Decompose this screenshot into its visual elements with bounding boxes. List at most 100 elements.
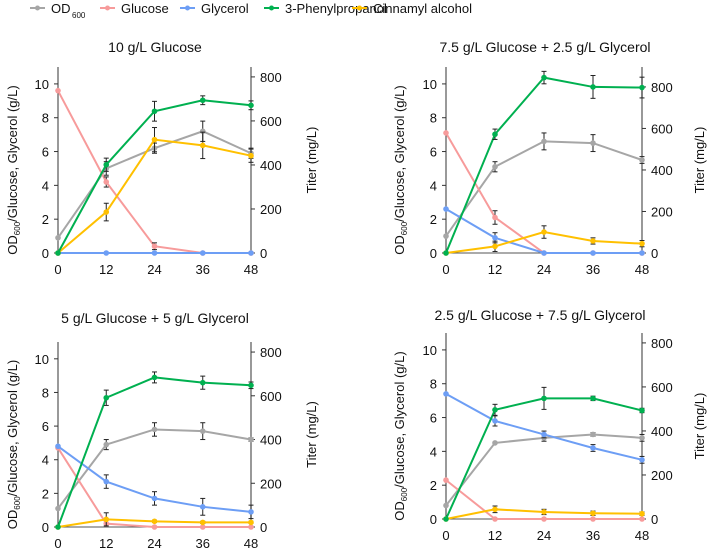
data-point-od600: [443, 233, 449, 239]
legend-marker-od600: [35, 5, 40, 11]
left-axis-label-main: OD: [5, 235, 20, 255]
right-axis-label: Titer (mg/L): [692, 393, 707, 460]
data-point-cinnamyl: [639, 510, 645, 517]
left-tick-label: 10: [423, 77, 437, 92]
series-phenylpropanol: [55, 95, 254, 256]
panel-title: 2.5 g/L Glucose + 7.5 g/L Glycerol: [434, 307, 645, 323]
right-tick-label: 400: [260, 433, 282, 448]
legend-label-sub: 600: [72, 11, 86, 20]
x-tick-label: 24: [147, 262, 161, 277]
right-tick-label: 200: [260, 476, 282, 491]
legend-marker-phenylpropanol: [269, 5, 274, 11]
left-axis-label-rest: /Glucose, Glycerol (g/L): [392, 85, 407, 222]
legend-marker-glucose: [105, 5, 110, 11]
data-point-od600: [248, 436, 254, 443]
data-point-glucose: [443, 130, 449, 136]
left-tick-label: 10: [35, 352, 49, 367]
data-point-glycerol: [639, 457, 645, 463]
data-point-phenylpropanol: [443, 516, 449, 522]
left-axis-label: OD600/Glucose, Glycerol (g/L): [5, 85, 22, 254]
legend-item-glucose: Glucose: [100, 1, 169, 16]
x-tick-label: 24: [147, 536, 161, 551]
left-tick-label: 6: [42, 419, 49, 434]
data-point-od600: [590, 431, 596, 438]
right-tick-label: 600: [260, 114, 282, 129]
right-axis-label: Titer (mg/L): [692, 127, 707, 194]
left-tick-label: 2: [42, 212, 49, 227]
panel-title: 7.5 g/L Glucose + 2.5 g/L Glycerol: [439, 39, 650, 55]
x-tick-label: 0: [442, 528, 449, 543]
data-point-glucose: [639, 516, 645, 522]
left-tick-label: 8: [430, 111, 437, 126]
data-point-glycerol: [492, 418, 498, 424]
data-point-glycerol: [590, 250, 596, 256]
right-tick-label: 200: [651, 204, 673, 219]
data-point-cinnamyl: [492, 506, 498, 513]
series-phenylpropanol: [443, 386, 645, 522]
right-tick-label: 600: [260, 389, 282, 404]
legend-marker-glycerol: [185, 5, 190, 11]
left-tick-label: 0: [42, 520, 49, 535]
data-point-phenylpropanol: [103, 394, 110, 401]
x-tick-label: 12: [488, 528, 502, 543]
panel-title: 5 g/L Glucose + 5 g/L Glycerol: [61, 310, 249, 326]
panel-2: 7.5 g/L Glucose + 2.5 g/L Glycerol024681…: [392, 39, 707, 277]
left-tick-label: 4: [430, 178, 437, 193]
series-cinnamyl: [443, 225, 645, 256]
left-axis-label-rest: /Glucose, Glycerol (g/L): [392, 351, 407, 488]
data-point-phenylpropanol: [151, 374, 158, 381]
right-tick-label: 800: [260, 345, 282, 360]
data-point-phenylpropanol: [55, 524, 61, 530]
left-axis-label: OD600/Glucose, Glycerol (g/L): [392, 85, 409, 254]
data-point-phenylpropanol: [443, 250, 449, 256]
series-line-phenylpropanol: [57, 99, 252, 254]
data-point-phenylpropanol: [103, 161, 110, 168]
data-point-od600: [199, 428, 206, 434]
data-point-glucose: [443, 477, 449, 483]
data-point-glycerol: [443, 391, 449, 397]
data-point-glucose: [103, 179, 110, 185]
right-tick-label: 800: [260, 70, 282, 85]
x-tick-label: 12: [99, 536, 113, 551]
legend-label-cinnamyl: Cinnamyl alcohol: [373, 1, 472, 16]
data-point-glycerol: [590, 445, 596, 451]
data-point-glucose: [199, 524, 206, 530]
data-point-phenylpropanol: [541, 395, 547, 402]
left-axis-label-sub: 600: [13, 221, 22, 235]
data-point-phenylpropanol: [639, 407, 645, 414]
data-point-cinnamyl: [541, 229, 547, 235]
data-point-phenylpropanol: [492, 407, 498, 413]
left-axis-label-rest: /Glucose, Glycerol (g/L): [5, 85, 20, 222]
right-tick-label: 400: [651, 163, 673, 178]
left-tick-label: 8: [430, 377, 437, 392]
legend-label-glycerol: Glycerol: [201, 1, 249, 16]
right-axis-label: Titer (mg/L): [304, 401, 319, 468]
series-phenylpropanol: [443, 70, 645, 256]
series-line-glucose: [57, 447, 251, 528]
left-tick-label: 8: [42, 111, 49, 126]
data-point-cinnamyl: [248, 152, 254, 159]
series-glycerol: [55, 443, 254, 520]
data-point-glucose: [492, 214, 498, 221]
data-point-cinnamyl: [199, 519, 206, 526]
panel-3: 5 g/L Glucose + 5 g/L Glycerol0246810020…: [5, 310, 319, 551]
panel-title: 10 g/L Glucose: [108, 39, 202, 55]
x-tick-label: 36: [586, 528, 600, 543]
series-glucose: [55, 445, 254, 530]
legend-label-glucose: Glucose: [121, 1, 169, 16]
data-point-glycerol: [639, 250, 645, 256]
x-tick-label: 24: [537, 262, 551, 277]
legend-label-phenylpropanol: 3-Phenylpropanol: [285, 1, 387, 16]
data-point-glycerol: [151, 250, 158, 256]
series-phenylpropanol: [55, 371, 254, 530]
data-point-cinnamyl: [492, 243, 498, 250]
x-tick-label: 48: [244, 262, 258, 277]
x-tick-label: 48: [635, 262, 649, 277]
left-axis-label: OD600/Glucose, Glycerol (g/L): [392, 351, 409, 520]
right-tick-label: 0: [651, 246, 658, 261]
left-tick-label: 8: [42, 385, 49, 400]
left-tick-label: 0: [430, 246, 437, 261]
data-point-phenylpropanol: [248, 382, 254, 389]
left-tick-label: 0: [42, 246, 49, 261]
